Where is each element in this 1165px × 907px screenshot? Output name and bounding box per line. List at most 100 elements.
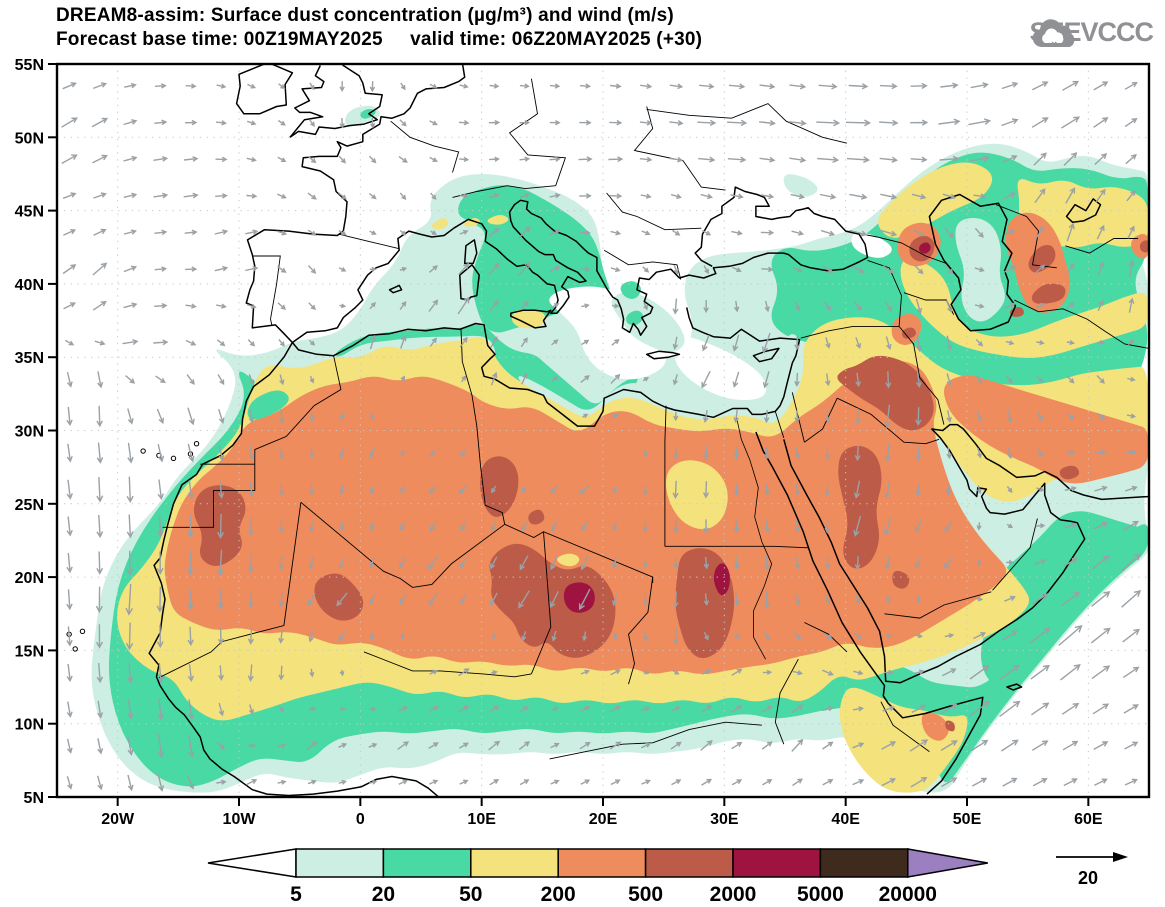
- wind-arrow: [336, 592, 348, 607]
- wind-arrow: [489, 83, 500, 89]
- wind-arrow: [519, 555, 529, 571]
- wind-arrow: [488, 119, 501, 126]
- wind-arrow: [490, 521, 497, 532]
- border-line: [791, 392, 805, 443]
- wind-arrow: [855, 372, 862, 388]
- wind-arrow: [1004, 229, 1016, 235]
- wind-arrow: [883, 404, 891, 429]
- wind-arrow: [94, 340, 106, 346]
- wind-arrow: [429, 521, 437, 532]
- wind-arrow: [1066, 222, 1075, 242]
- wind-arrow: [187, 480, 195, 500]
- chart-subtitle: Forecast base time: 00Z19MAY2025 valid t…: [56, 29, 703, 50]
- border-line: [774, 411, 785, 438]
- wind-arrow: [458, 484, 468, 495]
- wind-arrow: [973, 193, 987, 199]
- y-tick-label: 50N: [15, 130, 44, 147]
- legend-swatch: [382, 848, 472, 878]
- wind-arrow: [338, 743, 348, 748]
- wind-arrow: [491, 632, 497, 641]
- wind-arrow: [582, 631, 588, 642]
- wind-arrow: [914, 264, 924, 275]
- wind-arrow: [969, 155, 990, 162]
- wind-arrow: [1066, 262, 1075, 275]
- wind-arrow: [824, 446, 831, 460]
- wind-arrow: [793, 632, 802, 640]
- border-line: [837, 397, 940, 445]
- wind-arrow: [246, 193, 258, 199]
- wind-arrow: [187, 664, 195, 683]
- wind-arrow: [338, 192, 347, 200]
- wind-arrow: [1066, 302, 1075, 309]
- wind-arrow: [66, 701, 73, 718]
- wind-arrow: [549, 156, 561, 162]
- wind-arrow: [308, 520, 315, 533]
- wind-arrow: [818, 83, 838, 90]
- wind-arrow: [306, 741, 318, 750]
- island: [79, 628, 86, 635]
- wind-arrow: [400, 335, 407, 349]
- wind-arrow: [1030, 664, 1050, 680]
- wind-arrow: [369, 485, 375, 495]
- wind-arrow: [61, 154, 78, 165]
- x-tick-label: 20E: [589, 811, 618, 828]
- dust-contour-region: [314, 573, 364, 621]
- wind-arrow: [1035, 264, 1046, 274]
- wind-arrow: [642, 266, 650, 273]
- coastline: [1006, 683, 1023, 691]
- border-line: [1014, 299, 1149, 349]
- wind-arrow: [884, 480, 891, 499]
- wind-arrow: [1004, 302, 1016, 309]
- wind-arrow: [910, 119, 929, 126]
- wind-arrow: [759, 156, 776, 163]
- wind-arrow: [186, 550, 194, 576]
- wind-arrow: [671, 779, 682, 786]
- wind-arrow: [703, 519, 710, 534]
- wind-arrow: [1127, 225, 1135, 239]
- wind-arrow: [123, 192, 138, 199]
- wind-arrow: [761, 741, 773, 750]
- wind-arrow: [1036, 340, 1045, 346]
- wind-arrow: [1061, 702, 1080, 715]
- wind-arrow: [794, 593, 801, 606]
- wind-arrow: [489, 779, 500, 786]
- wind-arrow: [731, 668, 743, 676]
- wind-arrow: [126, 550, 134, 576]
- wind-arrow: [459, 83, 469, 89]
- wind-arrow: [764, 300, 770, 313]
- wind-arrow: [853, 301, 863, 312]
- wind-arrow: [1031, 117, 1049, 128]
- y-tick-label: 15N: [15, 643, 44, 660]
- wind-arrow: [127, 736, 134, 756]
- wind-arrow: [428, 593, 438, 606]
- wind-arrow: [490, 556, 498, 570]
- wind-arrow: [153, 156, 169, 162]
- wind-arrow: [277, 302, 286, 310]
- wind-arrow: [93, 192, 107, 199]
- wind-arrow: [944, 633, 955, 639]
- wind-arrow: [580, 779, 591, 785]
- wind-arrow: [976, 410, 983, 422]
- wind-arrow: [66, 738, 73, 754]
- wind-arrow: [66, 552, 73, 574]
- dust-contour-region: [1059, 465, 1080, 480]
- wind-arrow: [1097, 261, 1105, 276]
- wind-arrow: [216, 339, 226, 347]
- wind-arrow: [879, 156, 899, 163]
- wind-arrow: [429, 337, 437, 347]
- border-line: [800, 325, 900, 339]
- wind-arrow: [792, 670, 804, 676]
- wind-arrow: [853, 670, 864, 676]
- wind-arrow: [338, 557, 346, 569]
- wind-arrow: [308, 706, 317, 712]
- wind-arrow: [1128, 297, 1135, 313]
- wind-arrow: [245, 265, 259, 272]
- wind-arrow: [580, 374, 590, 383]
- wind-arrow: [822, 265, 834, 273]
- wind-arrow: [915, 407, 922, 426]
- wind-arrow: [703, 593, 710, 607]
- wind-arrow: [670, 741, 682, 750]
- dust-contour-region: [247, 390, 289, 420]
- wind-arrow: [700, 740, 713, 751]
- wind-arrow: [580, 230, 591, 236]
